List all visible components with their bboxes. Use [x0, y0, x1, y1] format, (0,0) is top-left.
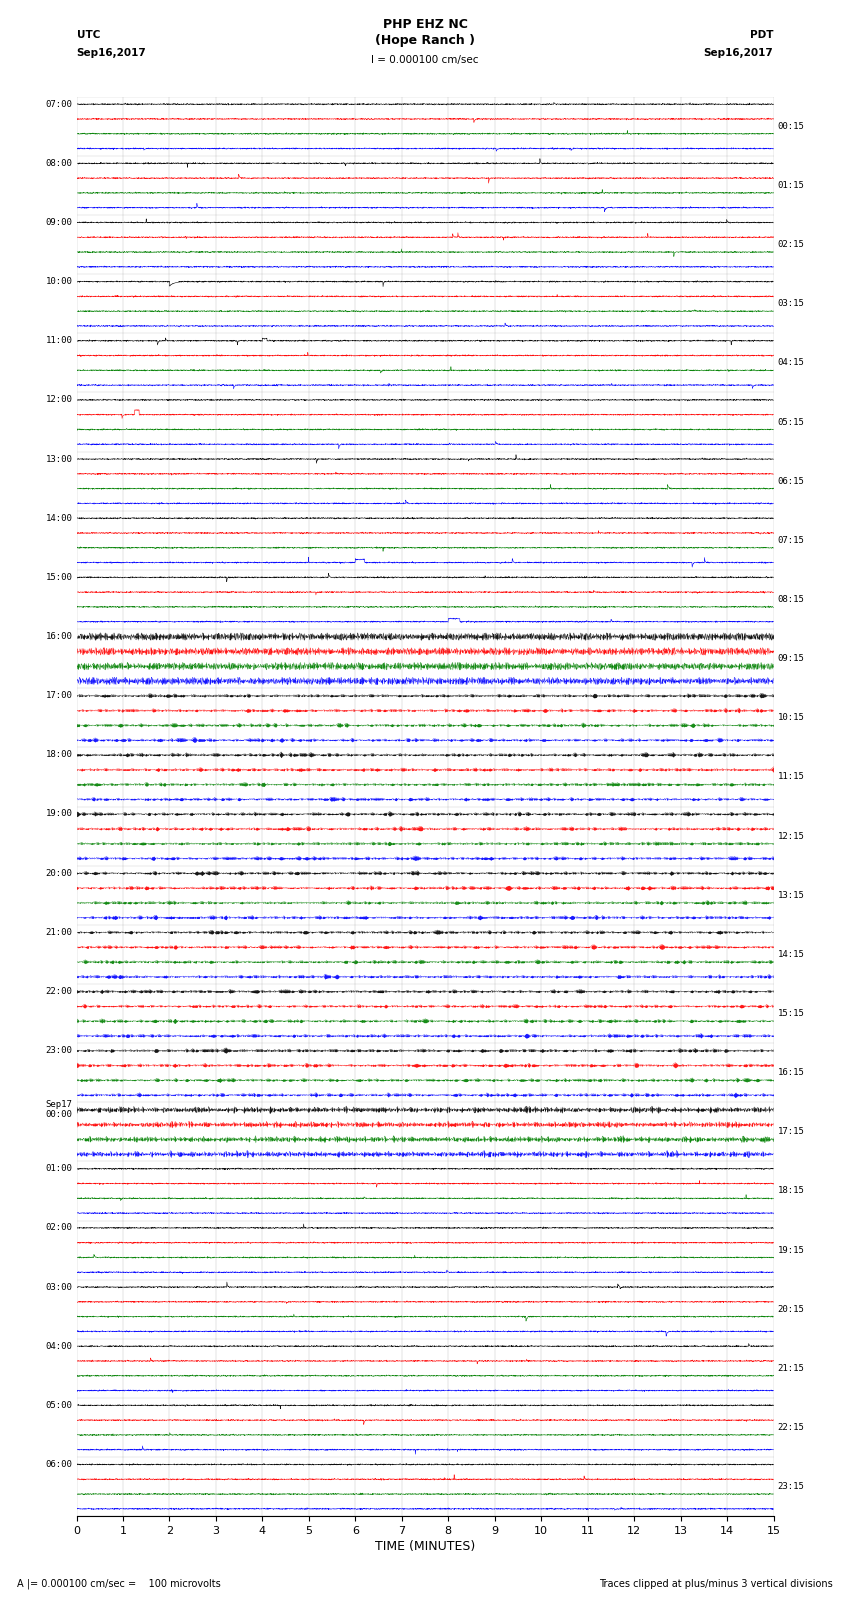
Text: 07:15: 07:15: [778, 536, 805, 545]
Text: 18:00: 18:00: [45, 750, 72, 760]
Text: 08:15: 08:15: [778, 595, 805, 603]
Text: 18:15: 18:15: [778, 1187, 805, 1195]
Text: 21:00: 21:00: [45, 927, 72, 937]
Text: 09:00: 09:00: [45, 218, 72, 227]
Text: 04:15: 04:15: [778, 358, 805, 368]
Text: UTC: UTC: [76, 31, 100, 40]
Text: 17:15: 17:15: [778, 1127, 805, 1136]
Text: 20:00: 20:00: [45, 868, 72, 877]
Text: 16:15: 16:15: [778, 1068, 805, 1077]
Text: 04:00: 04:00: [45, 1342, 72, 1350]
Text: 21:15: 21:15: [778, 1365, 805, 1373]
X-axis label: TIME (MINUTES): TIME (MINUTES): [375, 1540, 475, 1553]
Text: 01:00: 01:00: [45, 1165, 72, 1173]
Text: 03:15: 03:15: [778, 300, 805, 308]
Text: 07:00: 07:00: [45, 100, 72, 108]
Text: 11:15: 11:15: [778, 773, 805, 781]
Text: 00:00: 00:00: [45, 1110, 72, 1119]
Text: 03:00: 03:00: [45, 1282, 72, 1292]
Text: Sep16,2017: Sep16,2017: [76, 48, 146, 58]
Text: 19:15: 19:15: [778, 1245, 805, 1255]
Text: 20:15: 20:15: [778, 1305, 805, 1313]
Text: 12:15: 12:15: [778, 832, 805, 840]
Text: 22:15: 22:15: [778, 1423, 805, 1432]
Text: (Hope Ranch ): (Hope Ranch ): [375, 34, 475, 47]
Text: Sep17: Sep17: [45, 1100, 72, 1110]
Text: 17:00: 17:00: [45, 690, 72, 700]
Text: 11:00: 11:00: [45, 336, 72, 345]
Text: PDT: PDT: [750, 31, 774, 40]
Text: 10:00: 10:00: [45, 277, 72, 286]
Text: 15:00: 15:00: [45, 573, 72, 582]
Text: I = 0.000100 cm/sec: I = 0.000100 cm/sec: [371, 55, 479, 65]
Text: 14:00: 14:00: [45, 513, 72, 523]
Text: A |= 0.000100 cm/sec =    100 microvolts: A |= 0.000100 cm/sec = 100 microvolts: [17, 1579, 221, 1589]
Text: 22:00: 22:00: [45, 987, 72, 995]
Text: 06:00: 06:00: [45, 1460, 72, 1469]
Text: 02:00: 02:00: [45, 1223, 72, 1232]
Text: 14:15: 14:15: [778, 950, 805, 958]
Text: 23:00: 23:00: [45, 1045, 72, 1055]
Text: 16:00: 16:00: [45, 632, 72, 640]
Text: PHP EHZ NC: PHP EHZ NC: [382, 18, 468, 31]
Text: 08:00: 08:00: [45, 158, 72, 168]
Text: 12:00: 12:00: [45, 395, 72, 405]
Text: 05:15: 05:15: [778, 418, 805, 426]
Text: 15:15: 15:15: [778, 1010, 805, 1018]
Text: 19:00: 19:00: [45, 810, 72, 818]
Text: 13:00: 13:00: [45, 455, 72, 463]
Text: Sep16,2017: Sep16,2017: [704, 48, 774, 58]
Text: 23:15: 23:15: [778, 1482, 805, 1490]
Text: 09:15: 09:15: [778, 655, 805, 663]
Text: 05:00: 05:00: [45, 1400, 72, 1410]
Text: 13:15: 13:15: [778, 890, 805, 900]
Text: 10:15: 10:15: [778, 713, 805, 723]
Text: 02:15: 02:15: [778, 240, 805, 248]
Text: Traces clipped at plus/minus 3 vertical divisions: Traces clipped at plus/minus 3 vertical …: [599, 1579, 833, 1589]
Text: 06:15: 06:15: [778, 477, 805, 486]
Text: 00:15: 00:15: [778, 123, 805, 131]
Text: 01:15: 01:15: [778, 181, 805, 190]
